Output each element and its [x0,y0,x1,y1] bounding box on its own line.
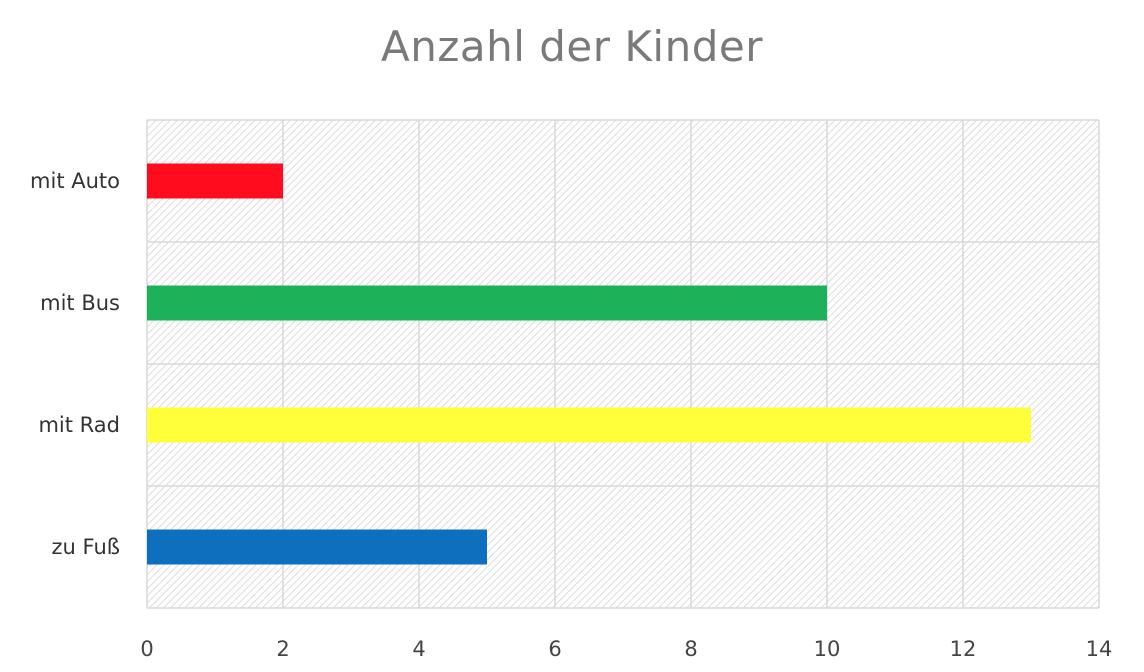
x-tick-label: 8 [684,637,697,661]
x-axis-ticks: 0 2 4 6 8 10 12 14 [140,637,1112,661]
bar [147,163,283,199]
grid-lines [146,119,1100,609]
x-tick-label: 0 [140,637,153,661]
chart-title: Anzahl der Kinder [381,22,763,71]
x-tick-label: 2 [276,637,289,661]
category-label: mit Bus [40,291,120,315]
bar [147,407,1031,443]
bars [147,163,1031,565]
x-tick-label: 10 [814,637,841,661]
category-labels: mit Auto mit Bus mit Rad zu Fuß [30,169,120,559]
category-label: mit Auto [30,169,120,193]
bar [147,285,827,321]
category-label: zu Fuß [52,535,120,559]
x-tick-label: 4 [412,637,425,661]
x-tick-label: 14 [1086,637,1113,661]
x-tick-label: 12 [950,637,977,661]
category-label: mit Rad [38,413,120,437]
bar [147,529,487,565]
x-tick-label: 6 [548,637,561,661]
